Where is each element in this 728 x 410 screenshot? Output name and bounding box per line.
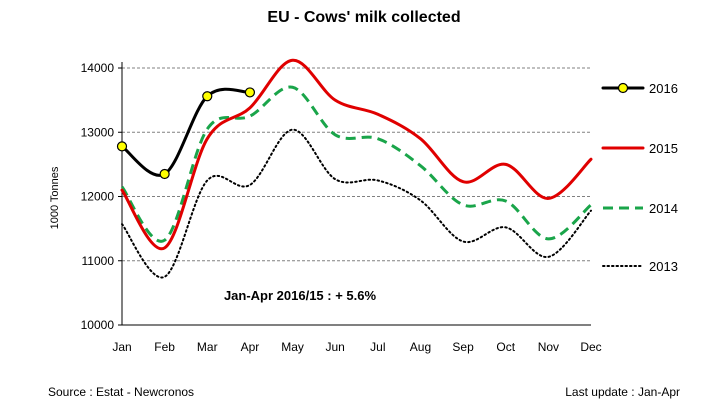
series-lines bbox=[116, 58, 593, 279]
x-tick-label: Nov bbox=[538, 340, 559, 354]
data-point-2016 bbox=[244, 87, 256, 98]
x-tick-label: Mar bbox=[197, 340, 218, 354]
series-line-2015 bbox=[120, 58, 593, 251]
y-tick-label: 12000 bbox=[81, 190, 115, 204]
x-tick-label: Aug bbox=[410, 340, 431, 354]
growth-annotation: Jan-Apr 2016/15 : + 5.6% bbox=[224, 288, 377, 303]
x-tick-label: May bbox=[281, 340, 304, 354]
data-point-2016 bbox=[116, 141, 128, 152]
x-tick-label: Oct bbox=[496, 340, 515, 354]
axes bbox=[118, 62, 591, 326]
data-point-2016 bbox=[159, 168, 170, 180]
grid-lines bbox=[122, 67, 591, 262]
y-tick-label: 10000 bbox=[81, 318, 115, 332]
last-update-note: Last update : Jan-Apr bbox=[565, 385, 680, 399]
source-note: Source : Estat - Newcronos bbox=[48, 385, 194, 399]
legend-label-2016: 2016 bbox=[649, 81, 678, 96]
y-tick-label: 11000 bbox=[82, 254, 115, 268]
x-tick-label: Jul bbox=[370, 340, 385, 354]
y-tick-labels: 10000 11000 12000 13000 14000 bbox=[81, 61, 115, 332]
x-tick-label: Apr bbox=[241, 340, 260, 354]
y-tick-label: 14000 bbox=[81, 61, 115, 75]
series-line-2016 bbox=[120, 87, 252, 177]
x-tick-label: Feb bbox=[154, 340, 175, 354]
x-tick-label: Jan bbox=[112, 340, 131, 354]
data-point-2016 bbox=[202, 91, 213, 102]
y-tick-label: 13000 bbox=[81, 125, 115, 139]
legend-label-2014: 2014 bbox=[649, 201, 678, 216]
x-tick-label: Dec bbox=[580, 340, 601, 354]
legend-label-2013: 2013 bbox=[649, 259, 678, 274]
chart-title: EU - Cows' milk collected bbox=[267, 9, 460, 26]
series-line-2013 bbox=[121, 128, 592, 279]
x-tick-labels: Jan Feb Mar Apr May Jun Jul Aug Sep Oct Nov Dec bbox=[112, 340, 601, 354]
y-axis-label: 1000 Tonnes bbox=[49, 166, 61, 229]
legend-label-2015: 2015 bbox=[649, 141, 678, 156]
x-tick-label: Sep bbox=[452, 340, 474, 354]
series-line-2014 bbox=[120, 85, 593, 243]
legend-marker-2016 bbox=[617, 82, 629, 94]
legend: 2016 2015 2014 2013 bbox=[601, 81, 678, 274]
x-tick-label: Jun bbox=[326, 340, 345, 354]
